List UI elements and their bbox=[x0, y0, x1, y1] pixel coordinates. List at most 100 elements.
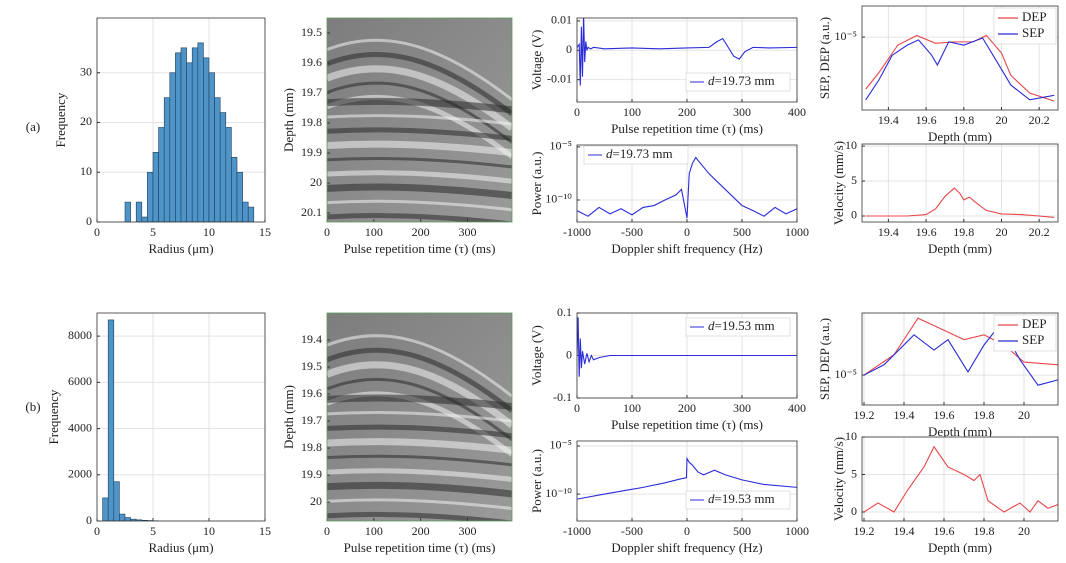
x-tick-label: 0 bbox=[94, 524, 100, 538]
line bbox=[577, 156, 797, 219]
image-band bbox=[327, 424, 512, 439]
y-axis-label: Velocity (mm/s) bbox=[831, 437, 846, 521]
axes-box bbox=[326, 312, 513, 522]
image-band bbox=[327, 156, 512, 169]
y-tick-label: 10⁻⁵ bbox=[549, 438, 572, 452]
annotation: d=19.73 mm bbox=[606, 146, 673, 161]
panel: 19.4 19.6 19.8 20 20.2 0 5 10 Depth (mm) Velocity… bbox=[831, 138, 1059, 256]
marks bbox=[865, 187, 1055, 218]
bar bbox=[124, 201, 131, 222]
image-band bbox=[327, 114, 512, 126]
x-axis-label: Pulse repetition time (τ) (ms) bbox=[611, 417, 763, 432]
line bbox=[865, 187, 1055, 218]
panel: 0 100 200 300 19.5 19.6 19.7 19.8 19.9 20 20.1 Puls… bbox=[281, 17, 513, 256]
x-tick-label: 19.4 bbox=[878, 113, 899, 127]
y-tick-label: 19.6 bbox=[301, 55, 322, 69]
x-tick-label: 100 bbox=[365, 524, 383, 538]
bar bbox=[119, 513, 126, 521]
image-band bbox=[327, 394, 512, 411]
x-tick-label: 19.8 bbox=[974, 524, 995, 538]
x-tick-label: 15 bbox=[259, 225, 271, 239]
y-tick-label: 10⁻¹⁰ bbox=[545, 192, 572, 206]
y-tick-label: 10 bbox=[845, 429, 857, 443]
image-band bbox=[327, 347, 512, 413]
x-tick-label: 200 bbox=[678, 105, 696, 119]
bar bbox=[175, 52, 182, 222]
marks bbox=[124, 42, 255, 222]
y-tick-label: 30 bbox=[80, 64, 92, 78]
x-tick-label: 15 bbox=[259, 524, 271, 538]
bar bbox=[203, 57, 210, 222]
x-tick-label: 10 bbox=[203, 225, 215, 239]
annotation-box bbox=[685, 490, 791, 510]
x-tick-label: 19.4 bbox=[894, 524, 915, 538]
legend-box bbox=[993, 314, 1057, 352]
y-axis-label: Frequency bbox=[53, 92, 68, 147]
image-band bbox=[327, 199, 512, 212]
plot-area bbox=[862, 144, 1058, 222]
image-band bbox=[327, 213, 512, 222]
x-tick-label: 0 bbox=[684, 225, 690, 239]
bar bbox=[242, 201, 249, 222]
bar bbox=[180, 47, 187, 222]
line bbox=[577, 456, 797, 500]
panel: 0 5 10 15 0 10 20 30 Radius (μm) Frequency bbox=[53, 17, 271, 256]
image-band bbox=[327, 511, 512, 521]
image-band bbox=[327, 170, 512, 184]
image-band bbox=[327, 81, 512, 144]
y-axis-label: SEP, DEP (a.u.) bbox=[817, 318, 832, 400]
x-tick-label: 0 bbox=[684, 524, 690, 538]
annotation-box bbox=[583, 145, 689, 165]
bar bbox=[247, 206, 255, 222]
x-tick-label: 500 bbox=[733, 225, 751, 239]
y-tick-label: 10⁻¹⁰ bbox=[545, 486, 572, 500]
panel: 19.2 19.4 19.6 19.8 20 0 5 10 Depth (mm) Velocity… bbox=[831, 429, 1059, 555]
image-band bbox=[327, 481, 512, 498]
axes-box bbox=[326, 17, 513, 223]
x-tick-label: 20.2 bbox=[1029, 225, 1050, 239]
image-texture bbox=[327, 334, 512, 521]
y-tick-label: -0.01 bbox=[547, 71, 572, 85]
y-axis-label: Voltage (V) bbox=[529, 325, 544, 386]
x-tick-label: 5 bbox=[150, 225, 156, 239]
bar bbox=[107, 319, 115, 521]
x-tick-label: 1000 bbox=[785, 524, 809, 538]
x-axis-label: Depth (mm) bbox=[928, 424, 992, 439]
axes-box bbox=[576, 17, 798, 103]
image-band bbox=[327, 183, 512, 199]
annotation-symbol: d bbox=[708, 318, 715, 333]
y-tick-label: 0.1 bbox=[557, 305, 572, 319]
bar bbox=[113, 481, 120, 521]
x-tick-label: 200 bbox=[412, 225, 430, 239]
annotation-box bbox=[685, 317, 791, 337]
x-tick-label: -500 bbox=[621, 225, 643, 239]
x-tick-label: 300 bbox=[733, 401, 751, 415]
x-tick-label: 100 bbox=[623, 401, 641, 415]
y-tick-label: 19.7 bbox=[301, 413, 322, 427]
x-tick-label: 300 bbox=[459, 524, 477, 538]
image-band bbox=[327, 334, 512, 398]
x-tick-label: 100 bbox=[365, 225, 383, 239]
y-tick-label: 0 bbox=[86, 214, 92, 228]
image-band bbox=[327, 498, 512, 511]
bar bbox=[231, 157, 238, 222]
image-band bbox=[327, 468, 512, 482]
bar bbox=[102, 497, 109, 521]
bar bbox=[225, 127, 232, 222]
y-axis-label: Power (a.u.) bbox=[529, 449, 544, 513]
marks bbox=[577, 317, 797, 377]
x-tick-label: 100 bbox=[623, 105, 641, 119]
bar bbox=[141, 216, 148, 222]
marks bbox=[863, 445, 1058, 513]
panel: 19.4 19.6 19.8 20 20.2 10⁻⁵ Depth (mm) SEP, DEP… bbox=[817, 5, 1059, 144]
x-tick-label: 19.6 bbox=[916, 225, 937, 239]
axes-box bbox=[96, 312, 266, 522]
bar bbox=[219, 112, 227, 222]
legend-label: DEP bbox=[1022, 9, 1047, 24]
annotation-symbol: d bbox=[606, 146, 613, 161]
x-tick-label: 19.8 bbox=[953, 225, 974, 239]
bar bbox=[135, 201, 143, 222]
line bbox=[865, 37, 1055, 101]
